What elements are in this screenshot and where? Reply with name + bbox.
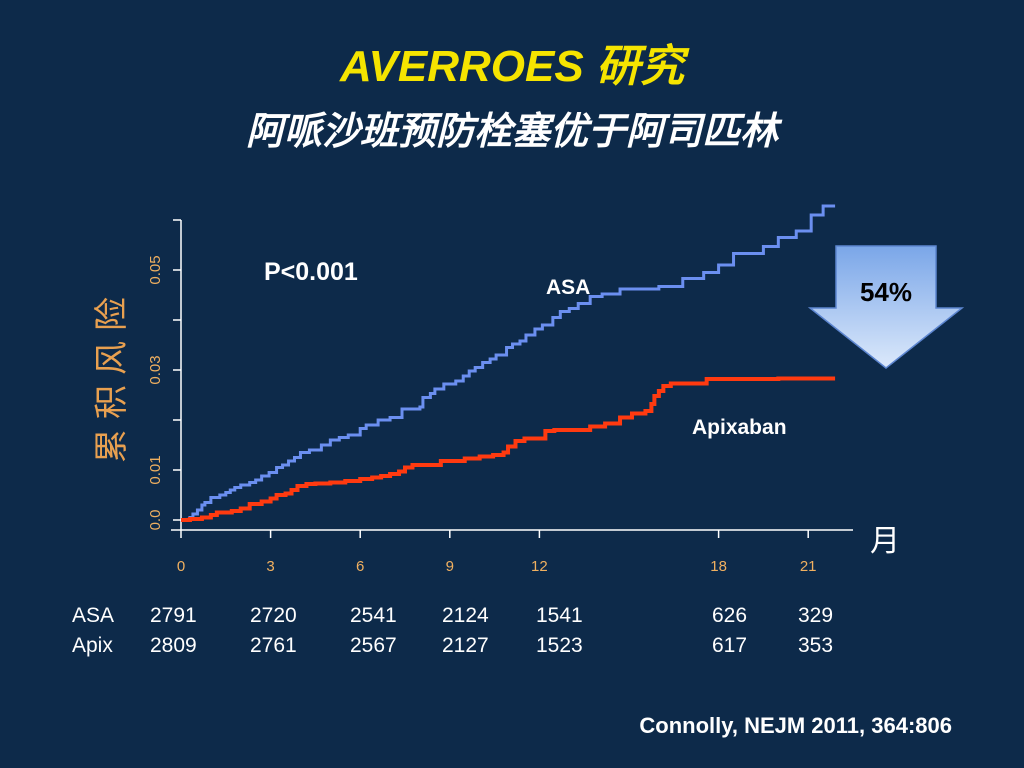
risk-row-label: Apix <box>72 634 113 657</box>
x-tick-label: 0 <box>177 558 185 575</box>
x-tick-label: 3 <box>266 558 274 575</box>
x-tick-label: 12 <box>531 558 548 575</box>
y-tick-label: 0.05 <box>147 255 164 284</box>
x-axis-unit: 月 <box>870 524 900 559</box>
y-axis-label-char: 积 <box>92 385 132 419</box>
chart-series <box>181 204 836 522</box>
risk-cell: 2567 <box>350 634 397 657</box>
risk-cell: 1523 <box>536 634 583 657</box>
series-label-asa: ASA <box>546 276 590 299</box>
reduction-label: 54% <box>860 277 912 307</box>
risk-cell: 1541 <box>536 604 583 627</box>
risk-cell: 2124 <box>442 604 489 627</box>
risk-cell: 353 <box>798 634 834 657</box>
y-tick-label: 0.03 <box>147 355 164 384</box>
risk-cell: 2127 <box>442 634 489 657</box>
slide-subtitle: 阿哌沙班预防栓塞优于阿司匹林 <box>245 109 778 153</box>
risk-cell: 2761 <box>250 634 297 657</box>
series-label-apixaban: Apixaban <box>692 416 787 439</box>
citation: Connolly, NEJM 2011, 364:806 <box>639 713 952 738</box>
risk-cell: 2809 <box>150 634 197 657</box>
y-axis-label-char: 累 <box>92 429 132 463</box>
down-arrow-icon: 54% <box>807 245 965 369</box>
x-tick-label: 6 <box>356 558 364 575</box>
risk-cell: 2791 <box>150 604 197 627</box>
y-axis-label-char: 险 <box>92 297 132 331</box>
y-axis-label: 累积风险 <box>92 292 132 468</box>
risk-cell: 2541 <box>350 604 397 627</box>
y-axis-label-char: 风 <box>92 341 132 375</box>
series-line-apixaban <box>181 376 836 522</box>
risk-cell: 617 <box>712 634 748 657</box>
x-tick-label: 21 <box>800 558 817 575</box>
y-tick-label: 0.01 <box>147 455 164 484</box>
chart-labels: 0.0 0.01 0.03 0.05 0 3 6 9 12 18 21 ASA Apixaban P<0.… <box>147 255 817 575</box>
x-tick-label: 18 <box>710 558 727 575</box>
risk-row-label: ASA <box>72 604 115 627</box>
slide-title: AVERROES 研究 <box>340 42 684 91</box>
risk-cell: 329 <box>798 604 834 627</box>
risk-cell: 626 <box>712 604 748 627</box>
x-tick-label: 9 <box>446 558 454 575</box>
risk-cell: 2720 <box>250 604 297 627</box>
y-tick-label: 0.0 <box>147 510 164 531</box>
series-line-asa <box>181 204 836 522</box>
chart-axes <box>171 219 853 538</box>
p-value-annotation: P<0.001 <box>264 258 358 286</box>
